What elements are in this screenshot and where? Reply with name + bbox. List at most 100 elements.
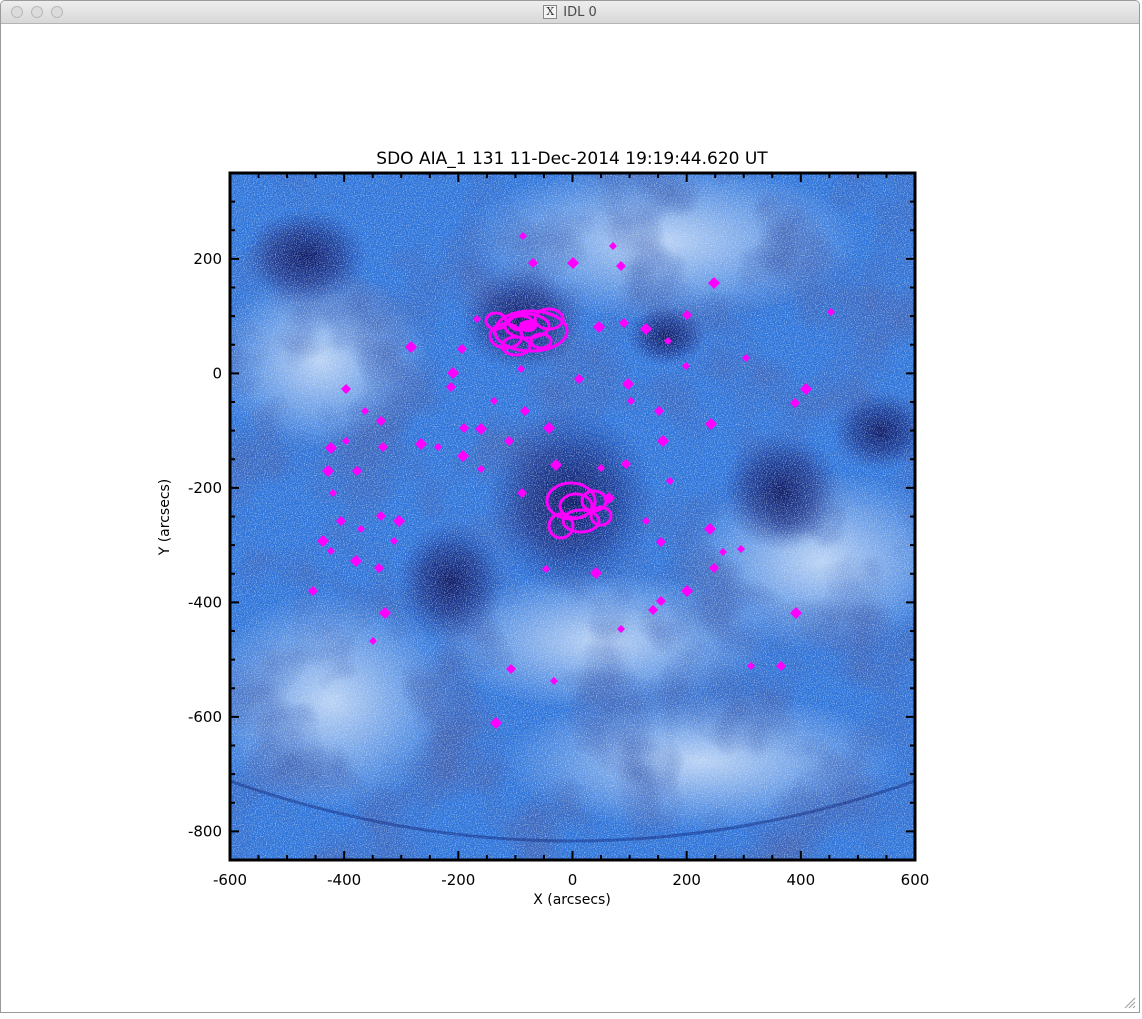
contour-blob <box>415 438 427 450</box>
y-tick-label: -400 <box>188 593 222 611</box>
contour-blob <box>737 545 745 553</box>
contour-blob <box>681 585 693 597</box>
contour-blob <box>790 398 800 408</box>
x-tick-label: 200 <box>672 871 701 889</box>
contour-overlay <box>308 232 835 729</box>
contour-blob <box>550 459 562 471</box>
contour-blob <box>477 465 485 473</box>
contour-blob <box>617 625 625 633</box>
contour-blob <box>459 423 469 433</box>
contour-blob <box>361 407 369 415</box>
contour-blob <box>473 315 481 323</box>
contour-blob <box>622 378 634 390</box>
contour-blob <box>519 232 527 240</box>
contour-blob <box>657 435 669 447</box>
contour-blob <box>357 525 365 533</box>
contour-blob <box>378 442 388 452</box>
y-tick-label: -800 <box>188 822 222 840</box>
contour-blob <box>517 365 525 373</box>
contour-loop <box>533 307 565 331</box>
contour-blob <box>642 517 650 525</box>
contour-blob <box>654 406 664 416</box>
contour-blob <box>666 477 674 485</box>
contour-blob <box>543 422 555 434</box>
plot-axes: -600 -400 -200 0 200 400 600 -800 -600 -400 -200 0 2… <box>188 172 930 889</box>
contour-loop <box>547 512 575 540</box>
close-button[interactable] <box>11 6 23 18</box>
contour-blob <box>616 261 626 271</box>
contour-blob <box>342 437 350 445</box>
contour-blob <box>376 416 386 426</box>
contour-blob <box>704 523 716 535</box>
contour-blob <box>490 717 502 729</box>
contour-blob <box>574 374 584 384</box>
x11-icon: X <box>543 5 558 19</box>
contour-core <box>519 320 537 332</box>
contour-blob <box>374 563 384 573</box>
x-tick-label: 600 <box>901 871 930 889</box>
contour-loop <box>589 505 613 527</box>
contour-blob <box>705 418 717 430</box>
contour-blob <box>446 382 456 392</box>
minimize-button[interactable] <box>31 6 43 18</box>
contour-blob <box>506 664 516 674</box>
x-tick-label: -600 <box>213 871 247 889</box>
contour-blob <box>790 607 802 619</box>
x-axis-label: X (arcsecs) <box>533 892 611 908</box>
contour-blob <box>405 341 417 353</box>
contour-blob <box>742 354 750 362</box>
zoom-button[interactable] <box>51 6 63 18</box>
contour-blob <box>390 537 398 545</box>
contour-blob <box>528 258 538 268</box>
contour-blob <box>590 567 602 579</box>
contour-blob <box>336 516 346 526</box>
contour-blob <box>520 406 530 416</box>
contour-blob <box>708 277 720 289</box>
contour-blob <box>682 362 690 370</box>
contour-blob <box>379 607 391 619</box>
y-axis-label: Y (arcsecs) <box>157 479 173 557</box>
y-tick-label: -200 <box>188 479 222 497</box>
contour-blob <box>517 488 527 498</box>
contour-blob <box>457 344 467 354</box>
contour-blob <box>457 450 469 462</box>
contour-loop <box>545 481 597 521</box>
contour-blob <box>329 489 337 497</box>
resize-grip-icon[interactable] <box>1122 995 1136 1009</box>
contour-blob <box>640 323 652 335</box>
contour-blob <box>627 397 635 405</box>
contour-blob <box>308 586 318 596</box>
window-title: IDL 0 <box>563 4 597 20</box>
contour-blob <box>550 677 558 685</box>
contour-blob <box>719 548 727 556</box>
contour-blob <box>352 466 362 476</box>
contour-loop <box>500 335 532 357</box>
contour-blob <box>656 537 666 547</box>
contour-blob <box>504 436 514 446</box>
contour-loop <box>561 508 601 534</box>
contour-blob <box>609 242 617 250</box>
contour-blob <box>800 383 812 395</box>
y-tick-label: 0 <box>212 364 222 382</box>
plot-title: SDO AIA_1 131 11-Dec-2014 19:19:44.620 U… <box>376 149 768 169</box>
x-tick-label: -200 <box>441 871 475 889</box>
x-tick-label: 400 <box>787 871 816 889</box>
contour-blob <box>376 511 386 521</box>
y-tick-label: 200 <box>193 250 222 268</box>
contour-loop <box>529 332 553 350</box>
contour-blob <box>776 661 786 671</box>
title-bar[interactable]: X IDL 0 <box>1 1 1139 24</box>
contour-blob <box>648 605 658 615</box>
contour-blob <box>325 442 337 454</box>
contour-blob <box>322 465 334 477</box>
contour-blob <box>682 310 692 320</box>
contour-blob <box>350 555 362 567</box>
contour-blob <box>327 547 335 555</box>
contour-blob <box>434 443 442 451</box>
contour-blob <box>542 565 550 573</box>
contour-blob <box>621 459 631 469</box>
contour-blob <box>369 637 377 645</box>
contour-blob <box>664 337 672 345</box>
